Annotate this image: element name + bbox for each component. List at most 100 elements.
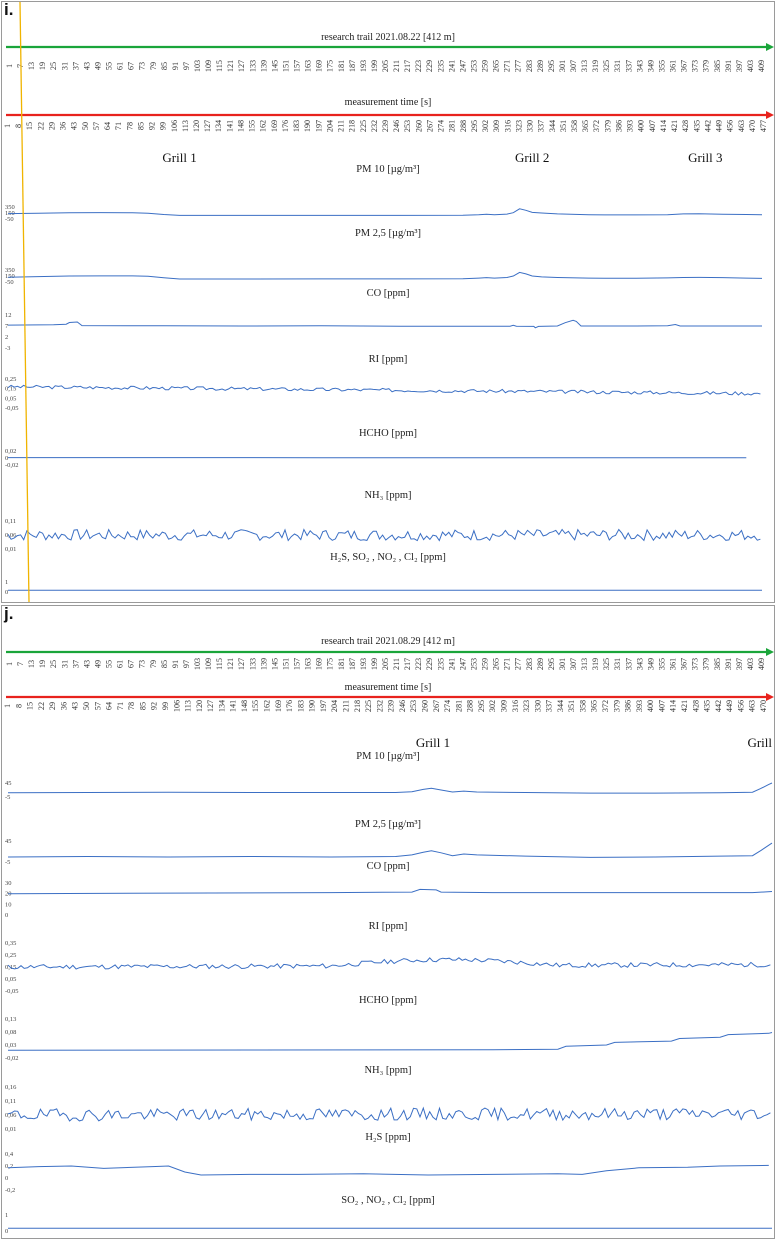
trail-tick-label: 37: [71, 62, 80, 70]
time-tick-label: 386: [614, 120, 623, 132]
trail-tick-label: 73: [138, 660, 147, 668]
trail-tick-label: 199: [370, 60, 379, 72]
trail-tick-label: 91: [171, 660, 180, 668]
trail-tick-label: 373: [691, 60, 700, 72]
trail-tick-label: 223: [414, 60, 423, 72]
time-tick-label: 463: [748, 700, 757, 712]
trail-tick-label: 187: [348, 60, 357, 72]
trail-tick-label: 283: [525, 658, 534, 670]
time-tick-label: 253: [403, 120, 412, 132]
time-tick-label: 260: [420, 700, 429, 712]
time-tick-label: 323: [514, 120, 523, 132]
trail-tick-label: 73: [138, 62, 147, 70]
trail-tick-label: 349: [646, 658, 655, 670]
y-tick-label: 0: [5, 455, 8, 462]
time-tick-label: 92: [150, 702, 159, 710]
y-tick-label: 0,01: [5, 546, 16, 553]
y-tick-label: 0: [5, 1228, 8, 1235]
time-tick-label: 316: [511, 700, 520, 712]
y-tick-label: 0,25: [5, 376, 16, 383]
y-tick-label: 10: [5, 901, 12, 908]
trail-tick-label: 337: [624, 658, 633, 670]
time-tick-label: 435: [692, 120, 701, 132]
time-tick-label: 183: [292, 120, 301, 132]
time-tick-label: 379: [612, 700, 621, 712]
time-axis-title: measurement time [s]: [345, 97, 432, 108]
trail-tick-label: 175: [326, 60, 335, 72]
time-tick-label: 344: [548, 120, 557, 132]
trail-tick-label: 253: [469, 658, 478, 670]
time-tick-label: 393: [635, 700, 644, 712]
trail-tick-label: 7: [16, 662, 25, 666]
trail-tick-label: 67: [127, 660, 136, 668]
time-tick-label: 15: [25, 122, 34, 130]
y-tick-label: 0,16: [5, 1084, 17, 1091]
y-tick-label: 2: [5, 334, 8, 341]
time-tick-label: 218: [353, 700, 362, 712]
time-tick-label: 1: [3, 124, 12, 128]
trail-tick-label: 205: [381, 60, 390, 72]
y-tick-label: 0,4: [5, 1151, 14, 1158]
y-tick-label: -0,02: [5, 462, 19, 469]
time-tick-label: 323: [522, 700, 531, 712]
y-tick-label: 1: [5, 579, 8, 586]
time-marker-line: [19, 2, 30, 602]
y-tick-label: 0,11: [5, 1098, 16, 1105]
time-tick-label: 295: [470, 120, 479, 132]
trail-tick-label: 121: [226, 658, 235, 670]
y-tick-label: 0,25: [5, 952, 16, 959]
series-title: PM 10 [µg/m³]: [356, 751, 419, 762]
time-tick-label: 232: [375, 700, 384, 712]
trail-tick-label: 43: [82, 62, 91, 70]
y-tick-label: -5: [5, 859, 10, 866]
series-title: H₂S, SO₂ , NO₂ , Cl₂ [ppm]: [330, 552, 446, 563]
trail-tick-label: 247: [458, 658, 467, 670]
y-tick-label: 1: [5, 1212, 8, 1219]
y-tick-label: 0,13: [5, 1016, 16, 1023]
time-tick-label: 316: [503, 120, 512, 132]
trail-tick-label: 259: [481, 658, 490, 670]
y-tick-label: 45: [5, 838, 12, 845]
trail-tick-label: 121: [226, 60, 235, 72]
trail-tick-label: 247: [458, 60, 467, 72]
trail-tick-label: 13: [27, 660, 36, 668]
y-tick-label: 0: [5, 1175, 8, 1182]
time-tick-label: 365: [581, 120, 590, 132]
grill-annotation: Grill: [747, 735, 772, 750]
time-tick-label: 169: [270, 120, 279, 132]
time-tick-label: 449: [715, 120, 724, 132]
trail-tick-label: 13: [27, 62, 36, 70]
trail-tick-label: 355: [657, 60, 666, 72]
trail-tick-label: 379: [702, 658, 711, 670]
trail-tick-label: 385: [713, 658, 722, 670]
series-title: HCHO [ppm]: [359, 428, 417, 439]
trail-tick-label: 85: [160, 62, 169, 70]
trail-tick-label: 181: [337, 658, 346, 670]
time-tick-label: 197: [319, 700, 328, 712]
trail-tick-label: 295: [547, 60, 556, 72]
time-tick-label: 71: [114, 122, 123, 130]
time-tick-label: 43: [71, 702, 80, 710]
time-tick-label: 281: [454, 700, 463, 712]
panel-i: i. research trail 2021.08.22 [412 m]1713…: [1, 0, 775, 603]
time-tick-label: 246: [398, 700, 407, 712]
trail-tick-label: 409: [757, 658, 766, 670]
trail-tick-label: 97: [182, 660, 191, 668]
y-tick-label: 0,08: [5, 1029, 16, 1036]
time-tick-label: 477: [759, 120, 768, 132]
time-tick-label: 204: [330, 700, 339, 712]
y-tick-label: 0,06: [5, 532, 17, 539]
series-line: [7, 888, 773, 895]
time-arrowhead: [766, 111, 774, 119]
trail-tick-label: 211: [392, 658, 401, 670]
y-tick-label: 0: [5, 589, 8, 596]
time-tick-label: 148: [240, 700, 249, 712]
y-tick-label: 0,2: [5, 1163, 13, 1170]
trail-title: research trail 2021.08.29 [412 m]: [321, 636, 455, 647]
trail-tick-label: 139: [259, 658, 268, 670]
trail-tick-label: 217: [403, 60, 412, 72]
time-tick-label: 169: [274, 700, 283, 712]
trail-tick-label: 109: [204, 60, 213, 72]
trail-tick-label: 229: [425, 658, 434, 670]
time-tick-label: 470: [759, 700, 768, 712]
